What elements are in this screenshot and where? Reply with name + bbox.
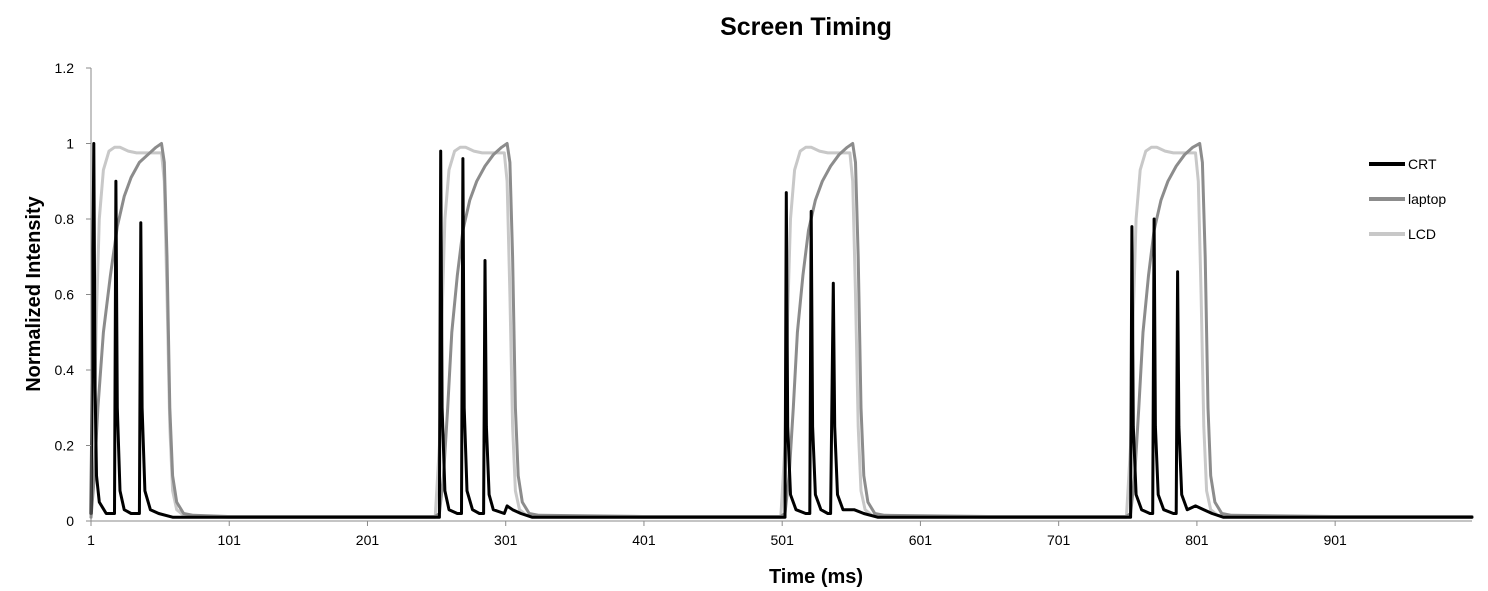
x-tick-label: 201	[356, 532, 380, 548]
x-tick-label: 1	[87, 532, 95, 548]
x-tick-label: 501	[771, 532, 795, 548]
series-line-laptop	[89, 142, 1474, 519]
legend-label-laptop: laptop	[1408, 191, 1446, 207]
y-axis-title: Normalized Intensity	[23, 195, 45, 391]
x-tick-label: 901	[1323, 532, 1347, 548]
legend-label-lcd: LCD	[1408, 226, 1436, 242]
legend: CRT laptop LCD	[1369, 156, 1446, 242]
y-tick-label: 1	[66, 136, 74, 152]
y-axis-ticks: 0 0.2 0.4 0.6 0.8 1 1.2	[55, 60, 91, 529]
series-line-lcd	[89, 145, 1474, 519]
y-tick-label: 0	[66, 513, 74, 529]
y-tick-label: 0.2	[55, 438, 75, 454]
chart-title: Screen Timing	[720, 13, 892, 41]
x-tick-label: 601	[909, 532, 933, 548]
plot-lines	[89, 142, 1474, 519]
y-tick-label: 0.8	[55, 211, 75, 227]
x-tick-label: 101	[218, 532, 242, 548]
y-tick-label: 1.2	[55, 60, 75, 76]
x-tick-label: 401	[632, 532, 656, 548]
x-tick-label: 701	[1047, 532, 1071, 548]
axes	[90, 68, 1472, 522]
x-axis-ticks: 1 101 201 301 401 501 601 701 801 901	[87, 521, 1347, 548]
x-tick-label: 801	[1185, 532, 1209, 548]
y-tick-label: 0.6	[55, 287, 75, 303]
legend-label-crt: CRT	[1408, 156, 1437, 172]
y-tick-label: 0.4	[55, 362, 75, 378]
x-axis-title: Time (ms)	[769, 566, 863, 588]
x-tick-label: 301	[494, 532, 518, 548]
series-line-crt	[89, 142, 1474, 519]
